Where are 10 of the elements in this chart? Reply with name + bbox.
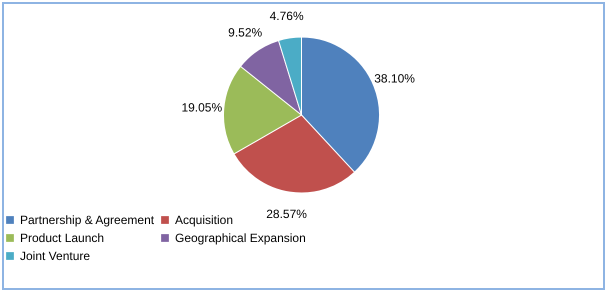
- legend-label: Product Launch: [20, 231, 104, 245]
- legend-label: Partnership & Agreement: [20, 213, 155, 227]
- data-label: 38.10%: [374, 71, 416, 86]
- data-label: 28.57%: [266, 206, 308, 221]
- legend-label: Joint Venture: [20, 249, 90, 263]
- legend-label: Acquisition: [175, 213, 234, 227]
- data-label: 4.76%: [270, 9, 304, 24]
- legend-label: Geographical Expansion: [175, 231, 306, 245]
- data-label: 9.52%: [228, 25, 263, 40]
- data-label: 19.05%: [181, 100, 222, 114]
